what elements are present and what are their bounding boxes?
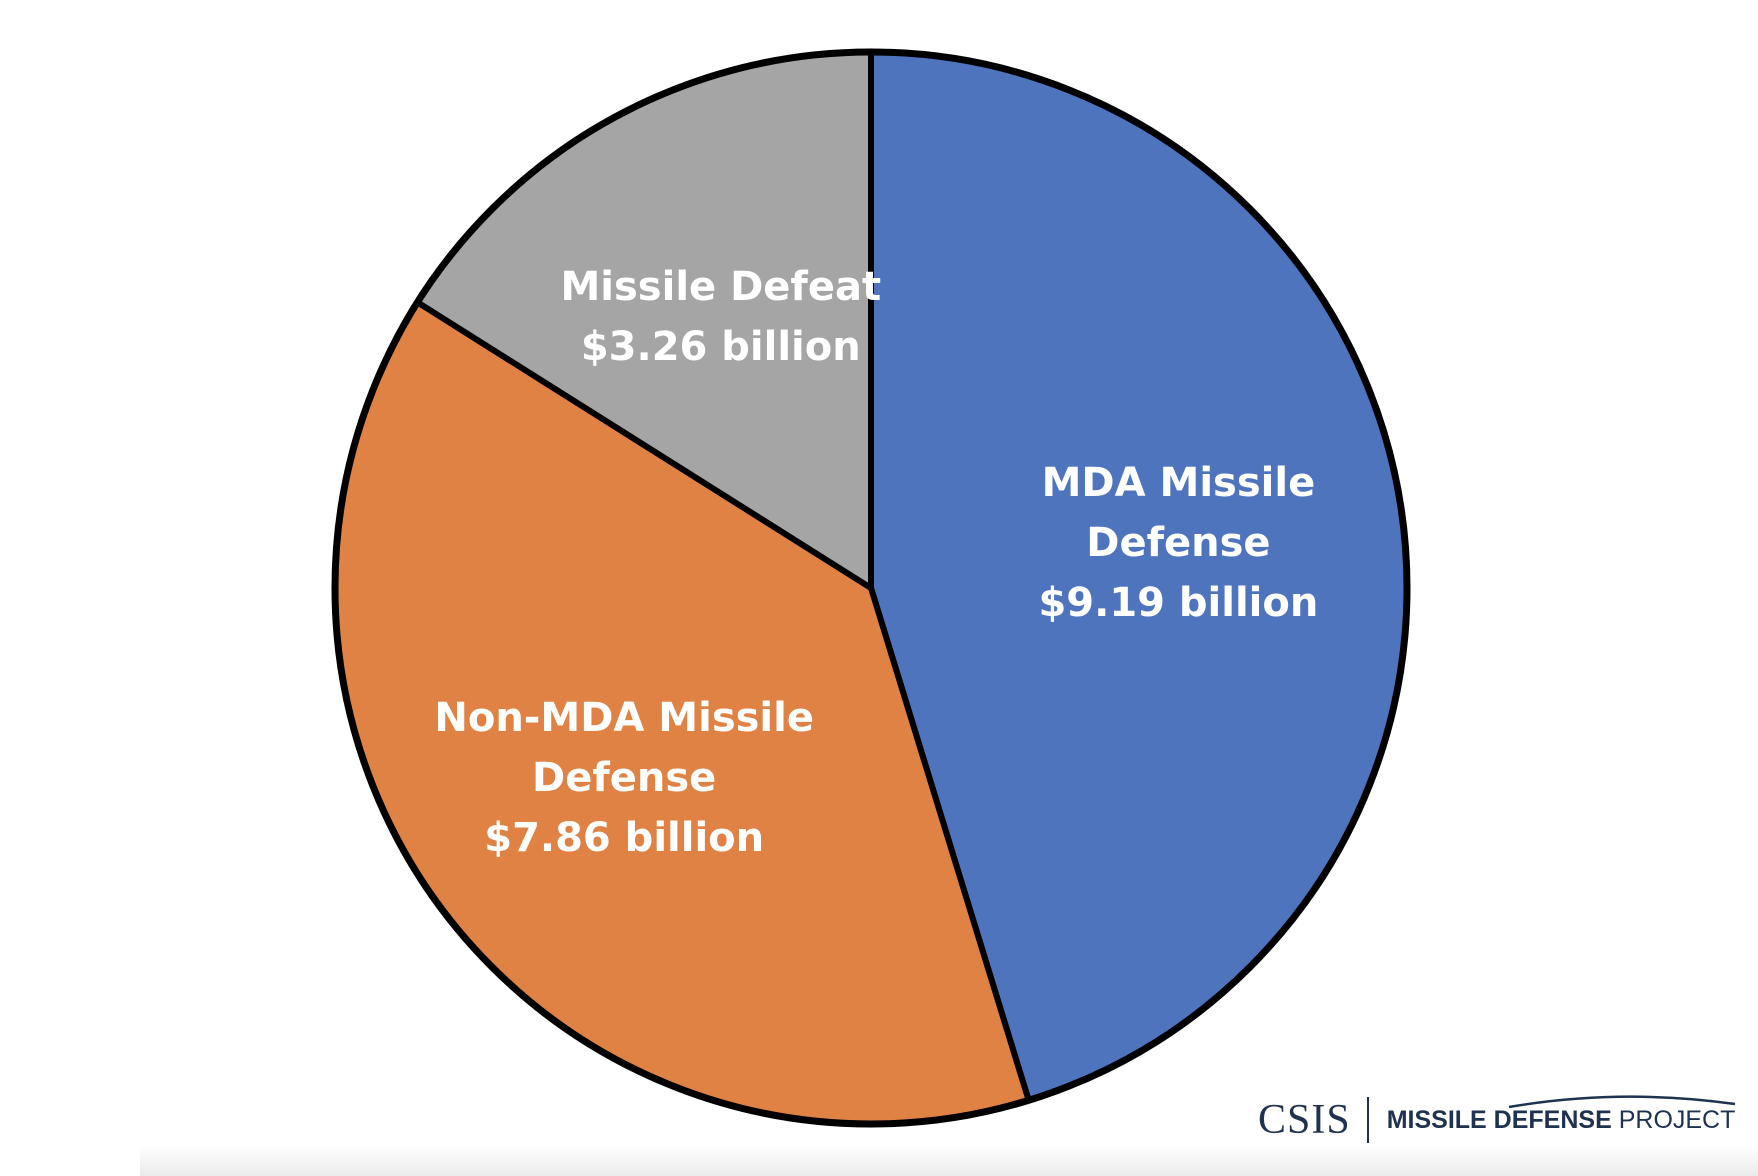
pie-slice-label-line: Defense — [532, 755, 716, 801]
pie-slice-label-line: Missile Defeat — [560, 264, 881, 310]
pie-slice-label-line: $9.19 billion — [1038, 580, 1318, 626]
project-name-bold: MISSILE DEFENSE — [1386, 1105, 1612, 1134]
bottom-shadow — [140, 1146, 1758, 1176]
project-name-rest: PROJECT — [1611, 1105, 1736, 1134]
pie-slice-label-line: $7.86 billion — [484, 815, 764, 861]
pie-slice-label-line: $3.26 billion — [581, 324, 861, 370]
pie-slice-label-1: Non-MDA Missile Defense $7.86 billion — [434, 695, 814, 861]
csis-wordmark: CSIS — [1258, 1097, 1351, 1143]
pie-slice-label-line: Defense — [1086, 520, 1270, 566]
pie-slice-label-line: MDA Missile — [1042, 460, 1316, 506]
csis-logo: CSIS MISSILE DEFENSE PROJECT — [1258, 1090, 1735, 1150]
pie-slices — [332, 49, 1410, 1127]
swoosh-icon — [1508, 1094, 1735, 1108]
pie-labels: MDA Missile Defense $9.19 billion Non-MDA M… — [434, 264, 1318, 861]
pie-slice-label-2: Missile Defeat $3.26 billion — [560, 264, 881, 370]
pie-outline — [331, 48, 1411, 1128]
logo-divider — [1366, 1097, 1369, 1143]
pie-slice-label-0: MDA Missile Defense $9.19 billion — [1038, 460, 1318, 626]
pie-slice-label-line: Non-MDA Missile — [434, 695, 814, 741]
project-name: MISSILE DEFENSE PROJECT — [1386, 1094, 1736, 1135]
